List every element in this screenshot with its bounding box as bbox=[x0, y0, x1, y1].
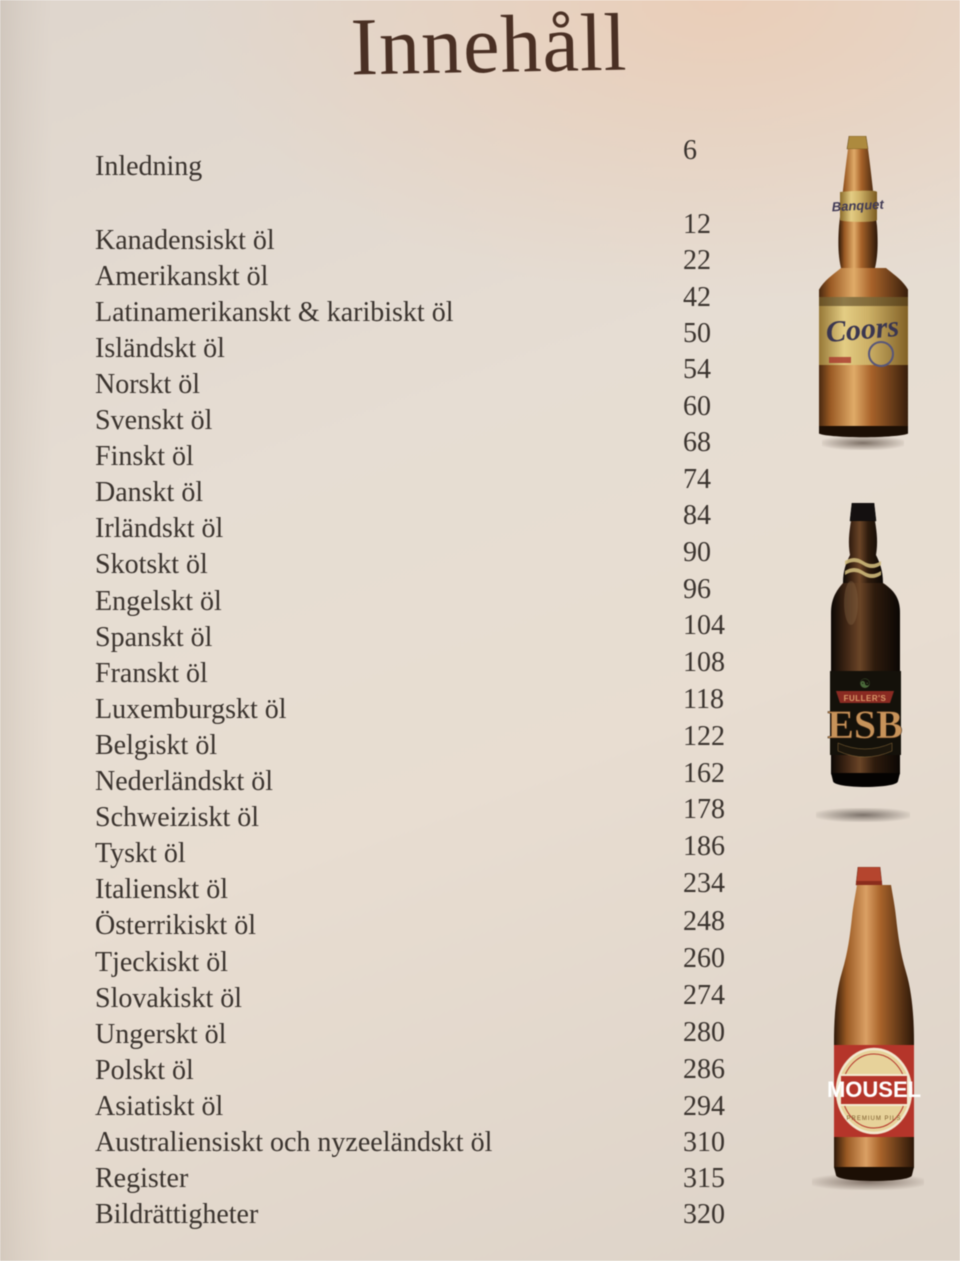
svg-text:Banquet: Banquet bbox=[831, 197, 884, 215]
svg-text:☯: ☯ bbox=[859, 676, 871, 691]
svg-text:ESB: ESB bbox=[827, 702, 903, 747]
svg-text:PREMIUM PILS: PREMIUM PILS bbox=[846, 1116, 901, 1122]
svg-text:MOUSEL: MOUSEL bbox=[827, 1077, 921, 1102]
svg-text:Coors: Coors bbox=[824, 310, 900, 349]
